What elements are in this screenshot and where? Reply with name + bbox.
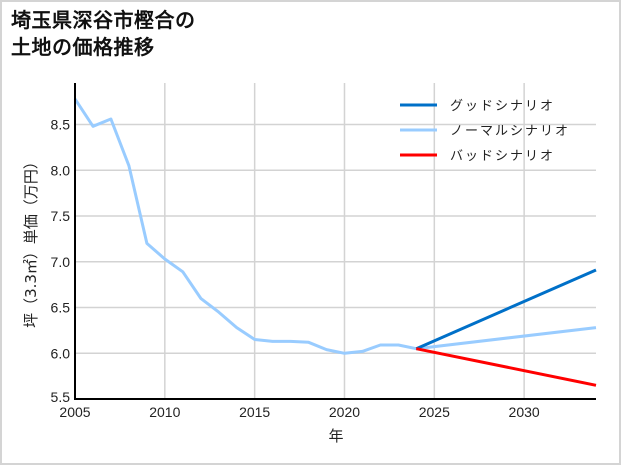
chart-title-line-1: 埼玉県深谷市樫合の	[11, 8, 196, 32]
legend-item: グッドシナリオ	[400, 99, 555, 114]
y-tick-label: 7.0	[51, 254, 71, 270]
y-tick-label: 7.5	[51, 208, 71, 224]
data-series	[73, 98, 597, 387]
chart-title-line-2: 土地の価格推移	[11, 35, 155, 59]
series-line	[416, 347, 597, 387]
tick-labels: 2005 2010 2015 2020 2025 2030 5.5 6.0 6.5 7.0 7.5 8…	[51, 117, 540, 421]
series-line	[73, 98, 597, 355]
y-tick-label: 8.5	[51, 117, 71, 133]
y-tick-label: 6.0	[51, 345, 71, 361]
legend-item: ノーマルシナリオ	[400, 124, 570, 139]
x-tick-label: 2015	[239, 404, 270, 420]
x-axis-label: 年	[328, 427, 343, 445]
x-tick-label: 2025	[419, 404, 450, 420]
x-tick-label: 2020	[329, 404, 360, 420]
legend-item: バッドシナリオ	[400, 149, 555, 164]
y-tick-label: 6.5	[51, 300, 71, 316]
x-tick-label: 2030	[509, 404, 540, 420]
legend-label: バッドシナリオ	[450, 149, 555, 164]
y-tick-label: 8.0	[51, 162, 71, 178]
series-line	[415, 268, 597, 351]
x-tick-label: 2005	[59, 404, 90, 420]
chart-title: 埼玉県深谷市樫合の 土地の価格推移	[11, 7, 196, 61]
gridlines	[75, 83, 596, 399]
y-tick-label: 5.5	[51, 389, 71, 405]
y-axis-label: 坪（3.3㎡）単価（万円）	[22, 154, 40, 328]
legend-label: ノーマルシナリオ	[450, 124, 570, 139]
legend-label: グッドシナリオ	[450, 99, 555, 114]
axes	[74, 83, 596, 400]
x-tick-label: 2010	[149, 404, 180, 420]
